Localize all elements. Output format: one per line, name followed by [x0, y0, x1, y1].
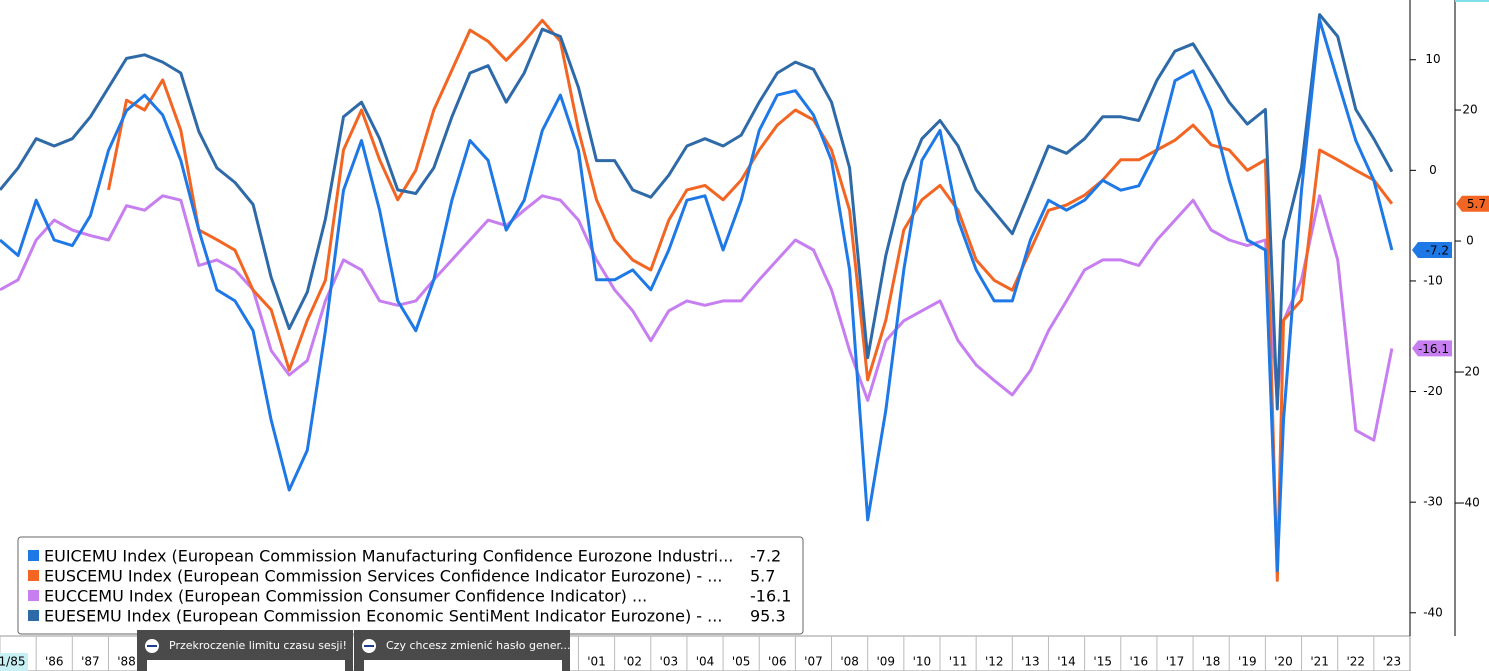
legend-swatch — [28, 550, 39, 561]
x-tick-label: '16 — [1130, 655, 1149, 669]
legend-value: 5.7 — [750, 567, 775, 586]
x-tick-label: '20 — [1274, 655, 1293, 669]
series-line — [0, 18, 1394, 573]
notification-text: Czy chcesz zmienić hasło gener... — [386, 639, 570, 652]
legend-value: -16.1 — [750, 587, 791, 606]
notification-preview — [147, 660, 345, 671]
x-tick-label: '03 — [660, 655, 679, 669]
legend-swatch — [28, 570, 39, 581]
x-tick-label: '15 — [1093, 655, 1112, 669]
y2-tick-label: 0 — [1466, 234, 1474, 248]
x-tick-label: '13 — [1021, 655, 1040, 669]
x-tick-label: '14 — [1057, 655, 1076, 669]
x-tick-label: '10 — [913, 655, 932, 669]
y2-tick-label: -20 — [1460, 365, 1480, 379]
x-tick-label: '21 — [1310, 655, 1329, 669]
last-value-label: -7.2 — [1426, 243, 1449, 257]
last-value-tag — [1456, 195, 1489, 212]
x-tick-label: '22 — [1346, 655, 1365, 669]
y-tick-label: 10 — [1425, 52, 1440, 66]
x-tick-label: '19 — [1238, 655, 1257, 669]
x-tick-label: '12 — [985, 655, 1004, 669]
last-value-label: 5.7 — [1467, 197, 1486, 211]
y-tick-label: -10 — [1423, 273, 1443, 287]
x-tick-label: '04 — [696, 655, 715, 669]
x-tick-label: 1/85 — [0, 655, 25, 669]
notification-preview — [364, 660, 562, 671]
x-tick-label: '17 — [1166, 655, 1185, 669]
series-line — [0, 13, 1394, 411]
x-start-highlight — [0, 653, 28, 671]
legend-label: EUESEMU Index (European Commission Econo… — [44, 607, 722, 626]
x-tick-label: '09 — [876, 655, 895, 669]
x-tick-label: '11 — [949, 655, 968, 669]
x-tick-label: '86 — [45, 655, 64, 669]
series-line — [107, 18, 1394, 582]
x-tick-label: '18 — [1202, 655, 1221, 669]
legend-label: EUICEMU Index (European Commission Manuf… — [44, 547, 733, 566]
legend: EUICEMU Index (European Commission Manuf… — [17, 536, 804, 635]
x-tick-label: '01 — [587, 655, 606, 669]
legend-swatch — [28, 590, 39, 601]
y-tick-label: 0 — [1429, 163, 1437, 177]
x-tick-label: '08 — [840, 655, 859, 669]
x-tick-label: '23 — [1383, 655, 1402, 669]
x-tick-label: '02 — [623, 655, 642, 669]
last-value-tag — [1412, 340, 1452, 357]
last-value-label: -16.1 — [1418, 342, 1449, 356]
legend-swatch — [28, 610, 39, 621]
y2-tick-label: -40 — [1460, 496, 1480, 510]
legend-value: -7.2 — [750, 547, 781, 566]
y-tick-label: -30 — [1423, 495, 1443, 509]
series-line — [0, 194, 1394, 442]
x-tick-label: '06 — [768, 655, 787, 669]
y-tick-label: -40 — [1423, 605, 1443, 619]
x-tick-label: '05 — [732, 655, 751, 669]
legend-label: EUCCEMU Index (European Commission Consu… — [44, 587, 647, 606]
y-tick-label: -20 — [1423, 384, 1443, 398]
x-tick-label: '87 — [81, 655, 100, 669]
x-tick-label: '07 — [804, 655, 823, 669]
legend-label: EUSCEMU Index (European Commission Servi… — [44, 567, 723, 586]
legend-value: 95.3 — [750, 607, 786, 626]
notifications: Przekroczenie limitu czasu sesji! Czy chc… — [137, 630, 570, 671]
y2-tick-label: 20 — [1462, 103, 1477, 117]
x-tick-label: '88 — [117, 655, 136, 669]
notification-text: Przekroczenie limitu czasu sesji! — [169, 639, 347, 652]
last-value-tag — [1412, 241, 1452, 258]
plot-area — [0, 13, 1394, 582]
